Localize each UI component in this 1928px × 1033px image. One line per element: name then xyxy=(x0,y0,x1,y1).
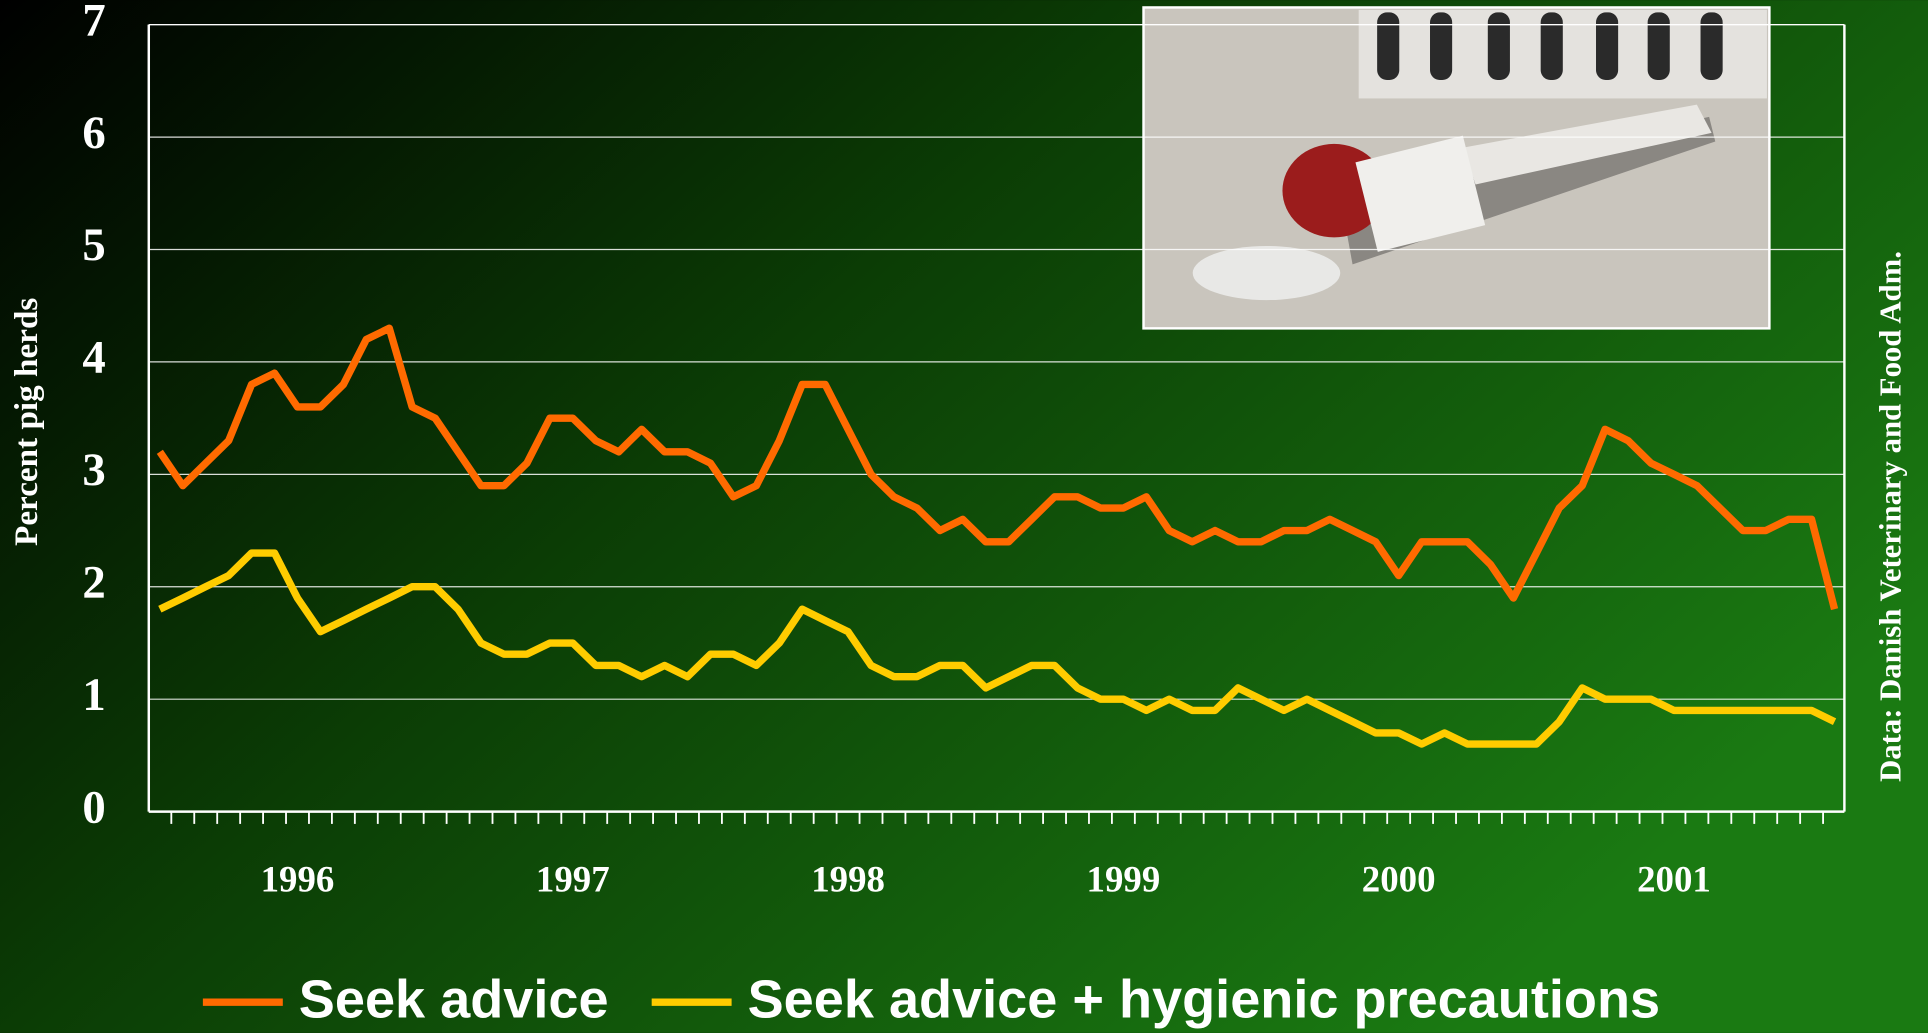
y-tick-label: 1 xyxy=(82,669,105,721)
x-tick-label: 2001 xyxy=(1637,858,1711,899)
x-tick-label: 1999 xyxy=(1087,858,1161,899)
x-tick-label: 1998 xyxy=(811,858,885,899)
x-tick-label: 1997 xyxy=(536,858,610,899)
y-axis-title: Percent pig herds xyxy=(8,298,45,546)
x-tick-label: 2000 xyxy=(1362,858,1436,899)
legend-label: Seek advice + hygienic precautions xyxy=(748,970,1661,1030)
y-tick-label: 7 xyxy=(82,0,105,46)
data-line xyxy=(156,324,1839,611)
photo-inset xyxy=(1142,6,1771,330)
y-tick-label: 6 xyxy=(82,107,105,159)
y-tick-label: 2 xyxy=(82,556,105,608)
source-note: Data: Danish Veterinary and Food Adm. xyxy=(1874,251,1908,782)
y-tick-label: 4 xyxy=(82,332,105,384)
legend-label: Seek advice xyxy=(299,970,609,1030)
y-tick-label: 0 xyxy=(82,781,105,833)
y-tick-label: 3 xyxy=(82,444,105,496)
y-tick-label: 5 xyxy=(82,219,105,271)
x-tick-label: 1996 xyxy=(261,858,335,899)
data-line xyxy=(158,549,1837,748)
